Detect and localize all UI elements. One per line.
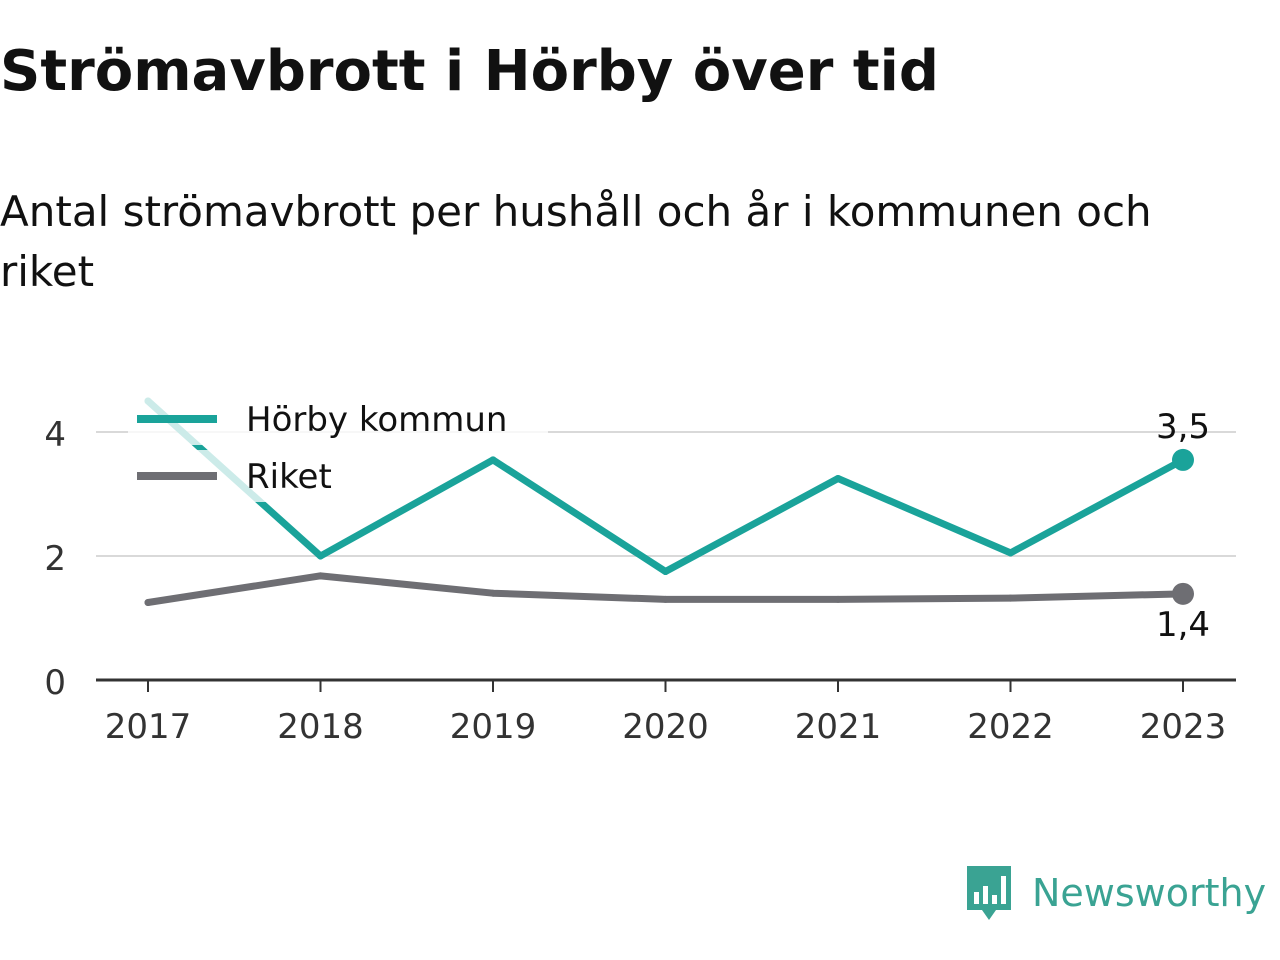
y-tick-label: 2: [44, 539, 66, 579]
series-point: [489, 456, 497, 464]
legend-label: Hörby kommun: [246, 400, 507, 440]
series-point: [1007, 594, 1014, 602]
x-tick-label: 2019: [450, 707, 537, 747]
newsworthy-logo: Newsworthy: [964, 862, 1266, 924]
legend: Hörby kommun Riket: [128, 393, 548, 502]
chart-subtitle: Antal strömavbrott per hushåll och år i …: [0, 187, 1152, 296]
y-tick-label: 4: [44, 415, 66, 455]
chart-title: Strömavbrott i Hörby över tid: [0, 39, 939, 104]
y-tick-label: 0: [44, 663, 66, 703]
series-point: [317, 552, 324, 560]
series-point: [834, 475, 842, 482]
brand-name: Newsworthy: [1032, 871, 1267, 915]
series-point: [1007, 549, 1014, 557]
series-lines: [144, 397, 1194, 606]
series-point: [834, 595, 842, 603]
newsworthy-logo-icon: [967, 866, 1011, 920]
series-point: [317, 572, 324, 580]
series-point: [662, 595, 669, 603]
end-labels: 3,5 1,4: [1156, 407, 1210, 645]
x-tick-label: 2018: [277, 707, 364, 747]
x-tick-label: 2023: [1140, 707, 1227, 747]
x-tick-label: 2022: [967, 707, 1054, 747]
x-tick-label: 2017: [105, 707, 192, 747]
series-end-point: [1172, 582, 1194, 605]
series-point: [144, 599, 152, 606]
x-tick-label: 2020: [622, 707, 709, 747]
x-tick-label: 2021: [795, 707, 882, 747]
axes: 0 2 4 2017 2018 2019 2020 2021 2022 2023: [44, 415, 1236, 747]
data-label: 1,4: [1156, 605, 1210, 645]
series-end-point: [1172, 448, 1194, 471]
series-point: [489, 589, 497, 597]
series-point: [662, 568, 669, 575]
legend-label: Riket: [246, 457, 332, 497]
data-label: 3,5: [1156, 407, 1210, 447]
